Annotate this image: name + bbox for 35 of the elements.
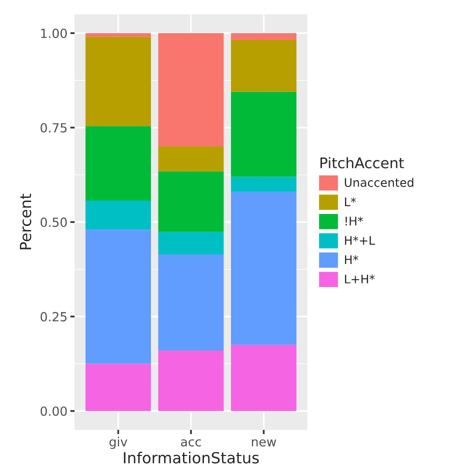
bar	[230, 40, 296, 92]
legend-title: PitchAccent	[320, 157, 404, 168]
legend-label: Unaccented	[344, 178, 414, 187]
x-axis-title: InformationStatus	[124, 452, 259, 464]
legend-label: L*	[345, 197, 356, 206]
bar	[158, 171, 224, 232]
x-tick-label: giv	[110, 436, 128, 449]
legend-label: H*+L	[345, 236, 376, 245]
y-tick-label: 1.00	[41, 28, 67, 38]
bar	[158, 254, 224, 351]
legend-label: H*	[345, 255, 358, 264]
bar	[85, 126, 151, 201]
bar	[158, 146, 224, 172]
y-tick-label: 0.50	[40, 218, 67, 227]
bar	[85, 364, 151, 411]
bar	[230, 176, 296, 192]
legend-label: L+H*	[345, 274, 375, 284]
bar	[230, 92, 296, 177]
bar	[230, 192, 296, 345]
bar	[158, 33, 224, 146]
bar	[158, 350, 224, 411]
x-tick-label: new	[252, 439, 276, 446]
bar	[85, 200, 151, 230]
bar	[85, 36, 151, 126]
y-tick-label: 0.75	[40, 123, 67, 133]
bar	[85, 230, 151, 364]
y-tick-label: 0.00	[40, 406, 67, 416]
y-axis-title: Percent	[20, 194, 32, 250]
legend-label: !H*	[346, 216, 364, 226]
bar	[230, 33, 296, 40]
y-tick-label: 0.25	[40, 312, 67, 322]
bar	[230, 344, 296, 411]
bar	[158, 232, 224, 255]
bar	[85, 33, 151, 37]
x-tick-label: acc	[181, 439, 201, 446]
